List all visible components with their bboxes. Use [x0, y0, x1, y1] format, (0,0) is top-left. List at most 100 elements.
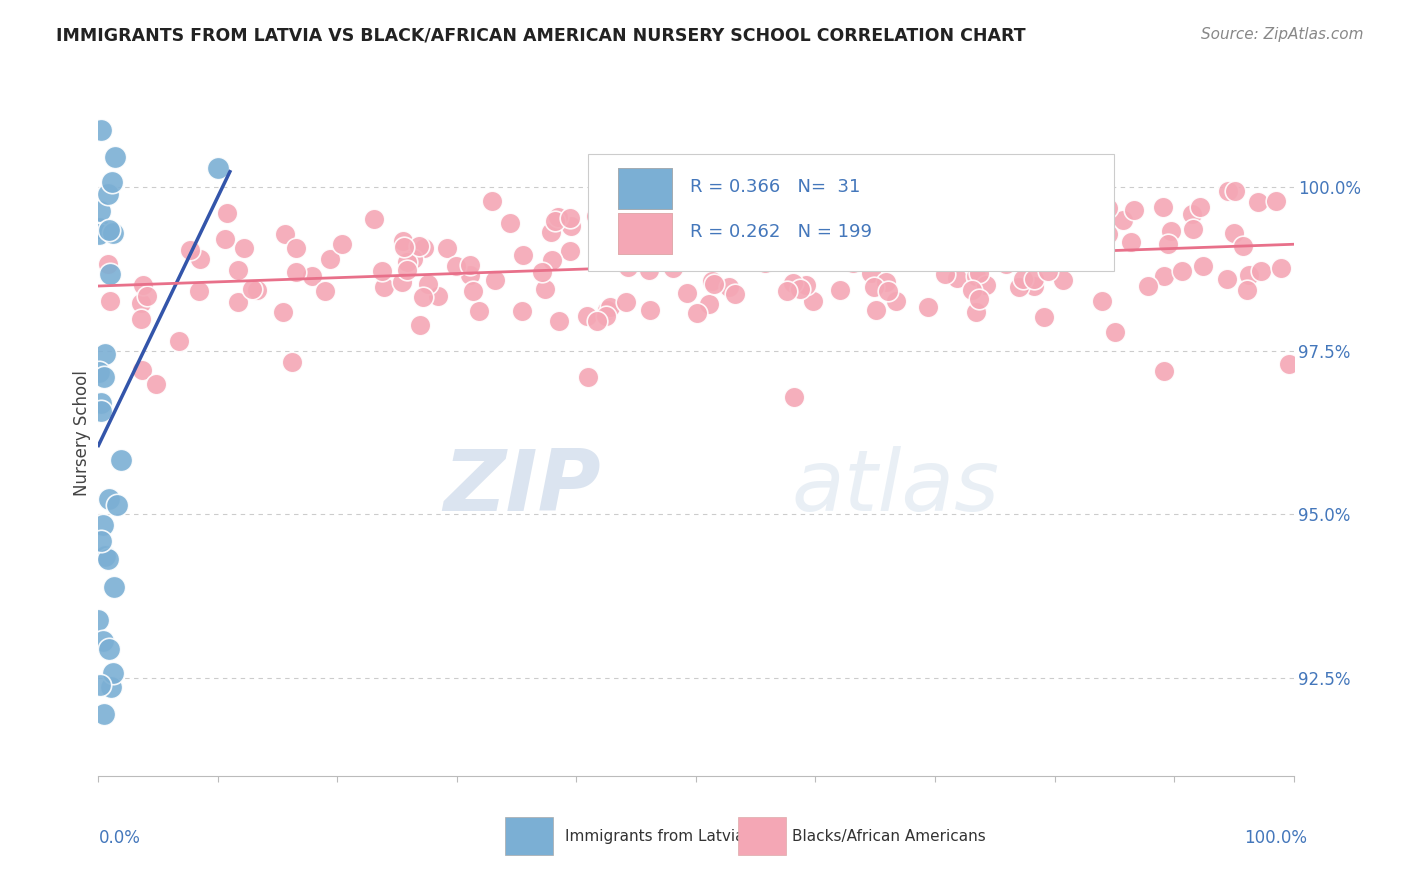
Point	[391, 275, 413, 289]
Point	[510, 304, 533, 318]
Point	[129, 311, 152, 326]
Point	[87, 613, 110, 627]
Point	[1052, 273, 1074, 287]
Point	[754, 244, 776, 259]
Point	[595, 309, 617, 323]
Point	[330, 236, 353, 251]
Point	[395, 262, 418, 277]
Point	[1122, 203, 1144, 218]
Point	[1047, 225, 1070, 239]
Point	[879, 184, 901, 198]
Point	[271, 305, 294, 319]
Point	[531, 265, 554, 279]
Y-axis label: Nursery School: Nursery School	[73, 369, 91, 496]
Point	[1011, 272, 1033, 286]
Point	[873, 227, 896, 242]
Point	[371, 263, 394, 277]
Point	[1036, 158, 1059, 172]
Point	[1250, 264, 1272, 278]
Point	[967, 293, 990, 307]
Point	[697, 297, 720, 311]
Point	[1018, 237, 1040, 252]
Text: 100.0%: 100.0%	[1244, 829, 1308, 847]
Text: Source: ZipAtlas.com: Source: ZipAtlas.com	[1201, 27, 1364, 42]
Point	[865, 302, 887, 317]
Point	[876, 284, 898, 298]
Point	[875, 276, 897, 290]
Text: 0.0%: 0.0%	[98, 829, 141, 847]
Point	[703, 277, 725, 291]
Point	[363, 212, 385, 227]
Point	[395, 255, 418, 269]
Point	[534, 282, 557, 296]
Point	[1265, 194, 1288, 209]
Point	[560, 244, 582, 258]
Point	[226, 294, 249, 309]
Point	[463, 284, 485, 298]
Point	[842, 202, 865, 216]
Point	[90, 396, 112, 410]
Point	[207, 161, 229, 175]
Point	[188, 252, 211, 266]
FancyBboxPatch shape	[738, 817, 786, 855]
Point	[1005, 225, 1028, 239]
Point	[928, 220, 950, 235]
Point	[179, 243, 201, 257]
Point	[314, 284, 336, 298]
Point	[93, 707, 115, 722]
Point	[541, 252, 564, 267]
Point	[226, 263, 249, 277]
Point	[131, 295, 153, 310]
Point	[285, 265, 308, 279]
Point	[960, 283, 983, 297]
Point	[934, 267, 956, 281]
Point	[707, 178, 730, 193]
Point	[1278, 357, 1301, 371]
Point	[676, 286, 699, 301]
Point	[101, 175, 124, 189]
Point	[662, 261, 685, 276]
Point	[1036, 264, 1059, 278]
Point	[1026, 223, 1049, 237]
Point	[131, 363, 153, 377]
Point	[94, 549, 117, 564]
Point	[1216, 271, 1239, 285]
Point	[965, 305, 987, 319]
Point	[1153, 364, 1175, 378]
Point	[974, 277, 997, 292]
Point	[1180, 207, 1202, 221]
Point	[392, 240, 415, 254]
Point	[426, 289, 449, 303]
Point	[918, 250, 941, 264]
Text: R = 0.366   N=  31: R = 0.366 N= 31	[690, 178, 860, 196]
Point	[801, 294, 824, 309]
Text: R = 0.262   N = 199: R = 0.262 N = 199	[690, 223, 872, 241]
Point	[724, 287, 747, 301]
Point	[98, 223, 121, 237]
Point	[1237, 268, 1260, 282]
FancyBboxPatch shape	[619, 169, 672, 210]
Point	[98, 293, 121, 308]
Point	[1008, 280, 1031, 294]
Point	[167, 334, 190, 348]
Point	[93, 369, 115, 384]
Point	[668, 253, 690, 268]
Point	[1182, 222, 1205, 236]
Point	[188, 284, 211, 298]
Point	[882, 204, 904, 219]
Point	[828, 283, 851, 297]
Point	[1247, 195, 1270, 210]
Point	[599, 300, 621, 314]
Point	[458, 268, 481, 283]
Point	[702, 274, 724, 288]
Point	[1022, 272, 1045, 286]
Point	[392, 235, 415, 249]
Point	[100, 680, 122, 694]
Point	[841, 246, 863, 260]
Point	[814, 241, 837, 255]
Point	[97, 187, 120, 202]
Point	[90, 122, 112, 136]
Point	[232, 242, 254, 256]
Point	[97, 642, 120, 657]
Point	[1137, 279, 1160, 293]
